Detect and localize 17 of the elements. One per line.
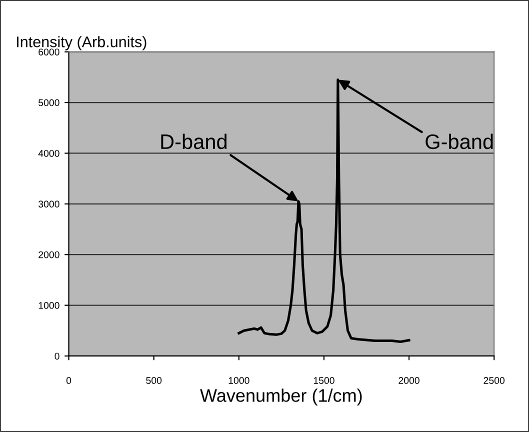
annotation: D-band (161, 134, 226, 150)
x-tick-label: 2500 (484, 377, 505, 384)
x-tick-label: 2000 (398, 377, 420, 384)
annotation: G-band (426, 134, 493, 150)
y-tick-label: 3000 (38, 200, 60, 208)
y-tick-label: 5000 (38, 99, 60, 106)
x-tick-label: 500 (146, 377, 162, 384)
y-tick-label: 0 (54, 352, 60, 360)
y-tick-label: 2000 (38, 251, 60, 258)
y-axis-title: Intensity (Arb.units) (17, 36, 146, 50)
y-tick-label: 4000 (38, 150, 60, 157)
y-tick-label: 6000 (38, 48, 60, 56)
x-tick-label: 1500 (314, 377, 334, 384)
x-tick-label: 1000 (228, 377, 250, 384)
y-tick-label: 1000 (38, 302, 60, 309)
x-axis-title: Wavenumber (1/cm) (200, 388, 362, 406)
x-tick-label: 0 (66, 377, 72, 384)
